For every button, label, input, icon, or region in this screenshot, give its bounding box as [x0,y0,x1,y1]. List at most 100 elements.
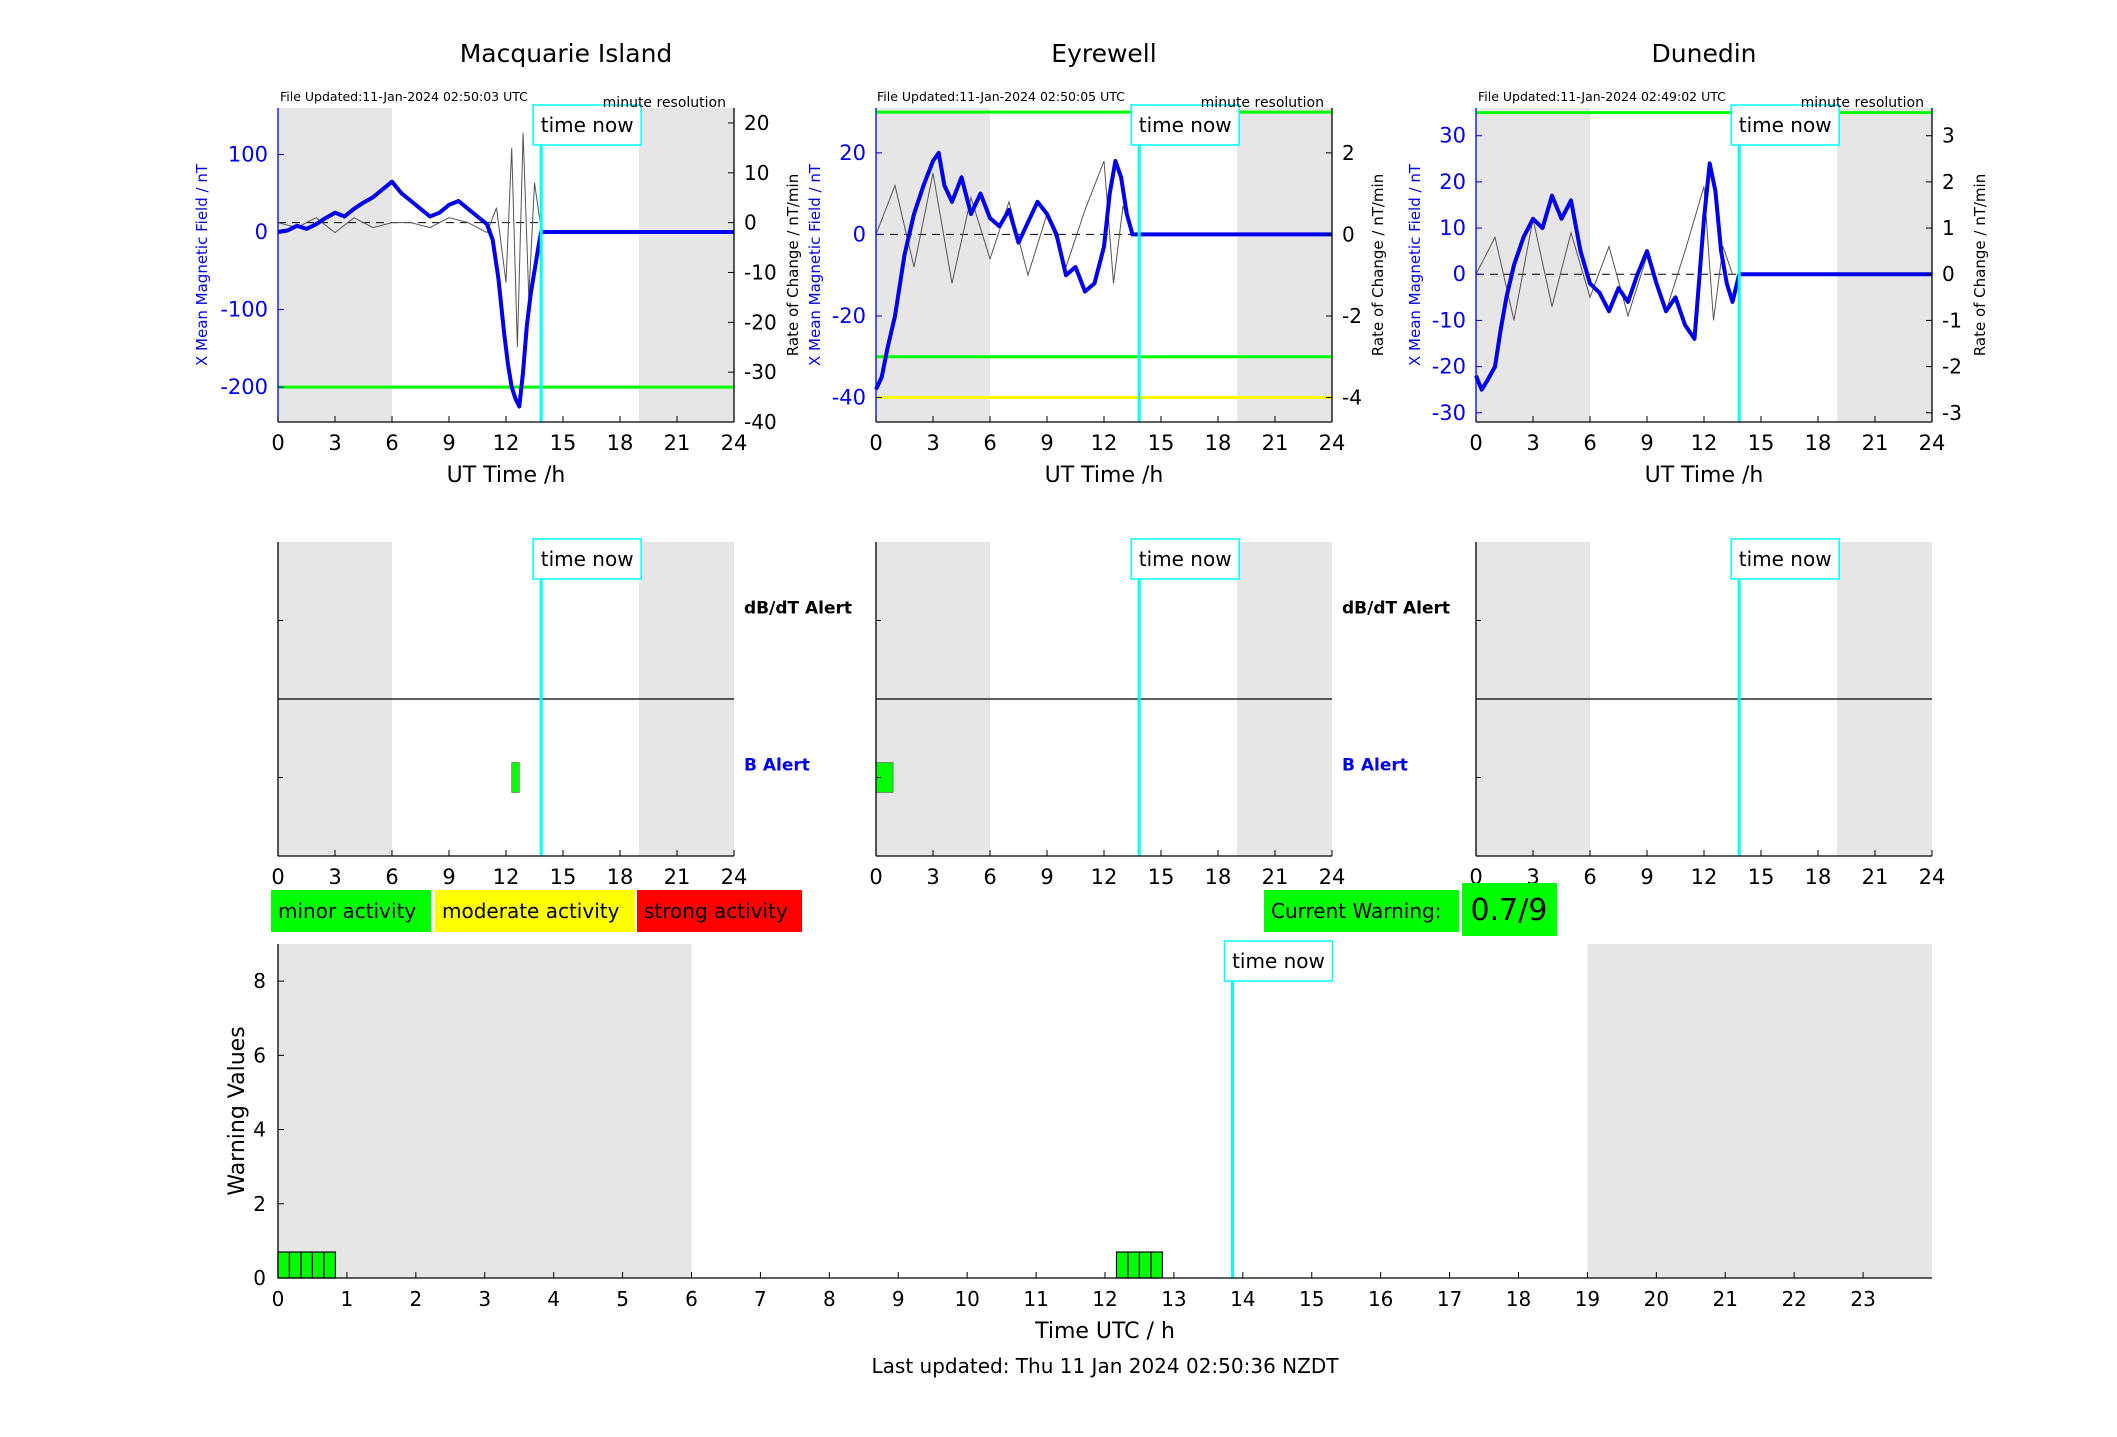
x-tick-label: 24 [1919,865,1946,889]
time-now-marker: time now [1730,538,1840,856]
x-tick-label: 18 [1805,865,1832,889]
x-tick-label: 15 [1148,865,1175,889]
x-tick-label: 0 [869,865,882,889]
file-updated-text: File Updated:11-Jan-2024 02:50:05 UTC [877,89,1125,104]
x-tick-label: 24 [1319,431,1346,455]
x-tick-label: 0 [271,431,284,455]
x-tick-label: 0 [272,1287,285,1311]
y-tick-label: 6 [253,1043,266,1067]
right-y-axis-ticks: -4 -2 0 2 [1326,141,1362,410]
x-tick-label: 5 [616,1287,629,1311]
time-now-label: time now [1739,547,1832,571]
alert-row-label: dB/dT Alert [1342,599,1450,619]
warning-values-chart: time now 0 1 2 3 4 5 6 7 8 9 10 11 12 13 14 15 16 17 18 19 2… [225,940,1932,1344]
x-tick-label: 6 [983,865,996,889]
y-tick-label: 8 [253,969,266,993]
left-y-axis-label: X Mean Magnetic Field / nT [806,163,824,366]
alert-block [511,762,520,793]
left-y-axis-ticks: -200 -100 0 100 [220,143,284,399]
alert-panel-macquarie-island: time now 0 3 6 9 12 15 18 21 24 dB/dT Alert B Ale… [271,538,852,889]
time-now-box [1223,940,1334,982]
time-now-marker: time now [1223,940,1334,1278]
x-tick-label: 6 [385,865,398,889]
x-tick-label: 9 [1040,431,1053,455]
x-tick-label: 18 [1805,431,1832,455]
x-tick-label: 3 [926,865,939,889]
x-tick-label: 15 [1748,865,1775,889]
x-tick-label: 21 [1862,431,1889,455]
x-tick-label: 18 [607,431,634,455]
x-axis-ticks: 0 3 6 9 12 15 18 21 24 [869,416,1345,455]
alert-row-label: B Alert [1342,756,1408,776]
x-tick-label: 9 [892,1287,905,1311]
night-band-1 [1837,108,1932,422]
right-y-tick-label: 2 [1342,141,1355,165]
y-axis-ticks: 0 2 4 6 8 [253,969,284,1290]
x-tick-label: 1 [341,1287,354,1311]
right-y-tick-label: 2 [1942,170,1955,194]
x-tick-label: 6 [983,431,996,455]
time-now-box [1730,538,1840,580]
rate-of-change-series [1475,186,1733,321]
x-tick-label: 21 [664,865,691,889]
left-y-tick-label: 0 [255,220,268,244]
time-now-label: time now [541,113,634,137]
x-tick-label: 18 [607,865,634,889]
night-band-1 [1237,108,1332,422]
left-y-tick-label: -20 [1432,355,1466,379]
warning-bar [1150,1251,1164,1279]
time-now-label: time now [1739,113,1832,137]
legend-label: strong activity [644,899,788,923]
right-y-tick-label: 0 [1942,262,1955,286]
x-tick-label: 23 [1850,1287,1875,1311]
x-tick-label: 12 [1091,865,1118,889]
left-y-tick-label: -40 [832,386,866,410]
legend-swatch-0 [271,890,431,932]
x-tick-label: 8 [823,1287,836,1311]
x-tick-label: 3 [328,431,341,455]
night-band-1 [639,108,734,422]
right-y-tick-label: -30 [744,360,777,384]
right-y-tick-label: -2 [1342,304,1362,328]
warning-bar [1138,1251,1152,1279]
x-tick-label: 6 [685,1287,698,1311]
current-warning: Current Warning: 0.7/9 [1264,883,1557,936]
time-now-box [1730,104,1840,146]
x-axis-label: UT Time /h [1045,463,1164,488]
right-y-tick-label: 3 [1942,124,1955,148]
x-axis-label: UT Time /h [1645,463,1764,488]
panel-dunedin: time now 0 3 6 9 12 15 18 21 24 -30-20-100102030… [1406,39,1989,488]
right-y-tick-label: -40 [744,410,777,434]
right-y-tick-label: 10 [744,161,769,185]
right-y-axis-label: Rate of Change / nT/min [1369,174,1387,356]
activity-legend: minor activity moderate activity strong ac… [271,890,802,932]
y-tick-label: 0 [253,1266,266,1290]
x-tick-label: 9 [442,431,455,455]
alert-row-label: B Alert [744,756,810,776]
left-y-axis-ticks: -30 -20 -10 0 10 20 30 [1432,124,1482,425]
x-tick-label: 9 [1640,865,1653,889]
x-tick-label: 7 [754,1287,767,1311]
x-tick-label: 12 [1691,865,1718,889]
x-tick-label: 6 [1583,865,1596,889]
left-y-axis-label: X Mean Magnetic Field / nT [193,163,211,366]
warning-bar [323,1251,337,1279]
x-tick-label: 9 [1040,865,1053,889]
left-y-tick-label: 30 [1439,124,1466,148]
night-shading [278,108,734,422]
x-tick-label: 20 [1644,1287,1669,1311]
x-axis-ticks: 0 1 2 3 4 5 6 7 8 9 10 11 12 13 14 15 16 17 18 19 20 21 22 23 [272,1272,1876,1311]
night-band-0 [278,108,392,422]
x-tick-label: 4 [547,1287,560,1311]
y-tick-label: 2 [253,1192,266,1216]
legend-swatch-2 [637,890,802,932]
left-y-tick-label: 20 [839,141,866,165]
warning-bar [300,1251,314,1279]
x-tick-label: 24 [721,865,748,889]
x-tick-label: 15 [550,431,577,455]
resolution-text: minute resolution [603,95,726,111]
current-warning-value-box [1462,883,1557,936]
file-updated-text: File Updated:11-Jan-2024 02:49:02 UTC [1478,89,1726,104]
magnetic-field-line [277,179,734,409]
x-tick-label: 21 [1713,1287,1738,1311]
